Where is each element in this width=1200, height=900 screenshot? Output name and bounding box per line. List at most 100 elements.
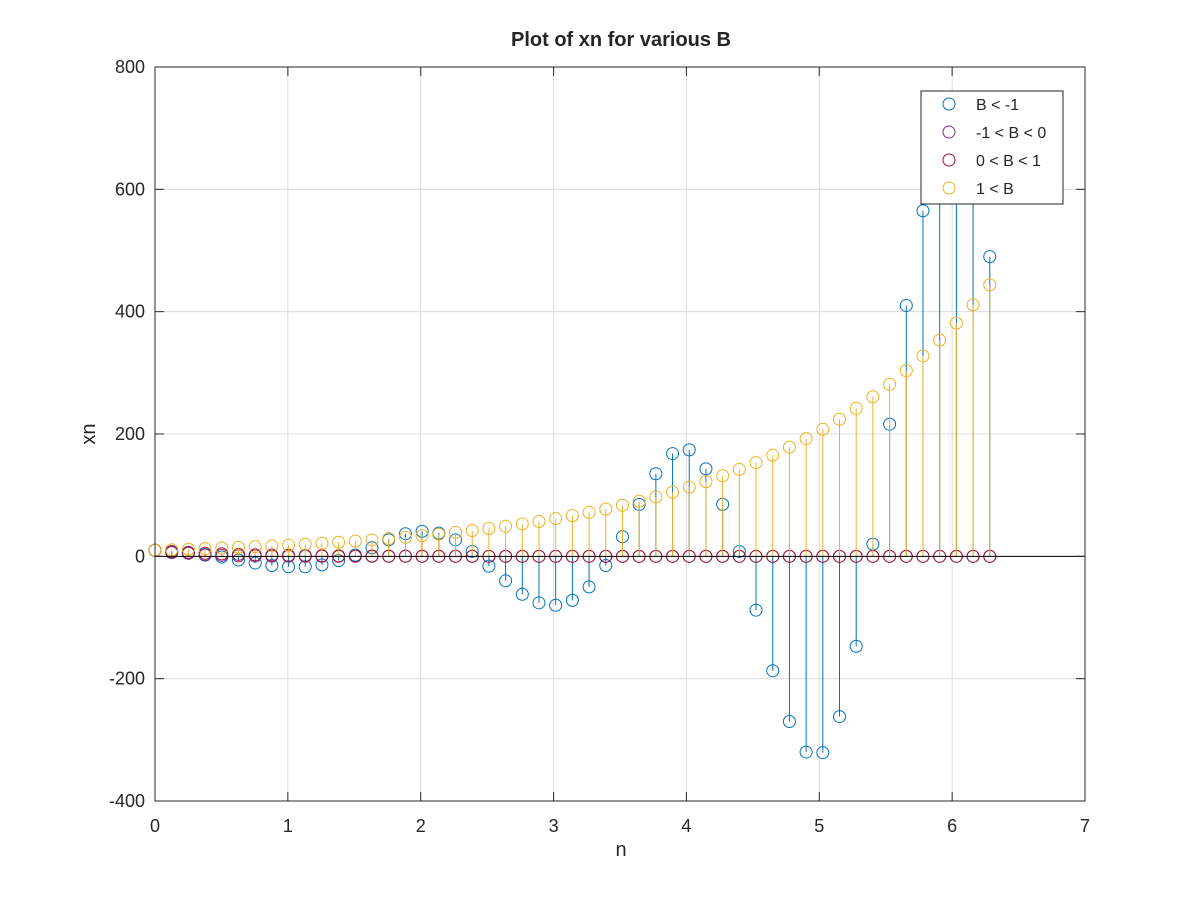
data-point	[298, 537, 312, 551]
data-point	[165, 543, 179, 557]
data-point	[782, 440, 796, 454]
legend-marker	[942, 153, 956, 167]
data-point	[916, 349, 930, 363]
data-point	[699, 475, 713, 489]
data-point	[332, 535, 346, 549]
data-point	[515, 517, 529, 531]
data-point	[716, 469, 730, 483]
data-point	[899, 364, 913, 378]
legend-label: -1 < B < 0	[976, 125, 1046, 142]
data-point	[482, 522, 496, 536]
data-point	[482, 559, 496, 573]
data-point	[198, 546, 212, 560]
data-point	[348, 534, 362, 548]
y-tick-label: 600	[115, 179, 145, 199]
data-point	[649, 490, 663, 504]
data-point	[632, 494, 646, 508]
data-point	[749, 603, 763, 617]
y-tick-label: 400	[115, 302, 145, 322]
data-point	[282, 538, 296, 552]
x-tick-label: 7	[1080, 816, 1090, 836]
x-tick-label: 3	[549, 816, 559, 836]
data-point	[215, 547, 229, 561]
data-point	[666, 485, 680, 499]
data-point	[198, 542, 212, 556]
data-point	[248, 556, 262, 570]
data-point	[799, 745, 813, 759]
legend-marker	[942, 125, 956, 139]
data-point	[532, 596, 546, 610]
x-tick-label: 5	[814, 816, 824, 836]
x-tick-label: 4	[681, 816, 691, 836]
data-point	[799, 432, 813, 446]
data-point	[231, 540, 245, 554]
data-point	[181, 542, 195, 556]
data-point	[181, 545, 195, 559]
data-point	[315, 536, 329, 550]
x-tick-label: 6	[947, 816, 957, 836]
data-point	[899, 299, 913, 313]
x-tick-labels: 0 1 2 3 4 5 6 7	[150, 816, 1090, 836]
data-point	[749, 456, 763, 470]
data-point	[883, 377, 897, 391]
y-tick-label: 200	[115, 424, 145, 444]
data-point	[382, 532, 396, 546]
data-point	[315, 558, 329, 572]
data-point	[849, 639, 863, 653]
data-point	[599, 502, 613, 516]
data-point	[816, 746, 830, 760]
data-point	[966, 298, 980, 312]
data-point	[599, 559, 613, 573]
data-point	[432, 527, 446, 541]
data-point	[699, 462, 713, 476]
data-point	[766, 664, 780, 678]
legend-box	[920, 90, 1064, 205]
data-point	[649, 467, 663, 481]
x-tick-label: 0	[150, 816, 160, 836]
data-point	[866, 390, 880, 404]
y-tick-label: -400	[109, 791, 145, 811]
data-point	[532, 514, 546, 528]
data-point	[365, 533, 379, 547]
data-point	[499, 519, 513, 533]
data-point	[465, 524, 479, 538]
x-axis-title: n	[615, 839, 626, 861]
legend: B < -1 -1 < B < 0 0 < B < 1 1 < B	[920, 90, 1064, 205]
y-axis-title: xn	[78, 423, 100, 444]
data-point	[849, 401, 863, 415]
data-point	[615, 498, 629, 512]
series-3	[148, 278, 997, 557]
data-point	[415, 529, 429, 543]
data-point	[265, 539, 279, 553]
data-point	[666, 447, 680, 461]
data-point	[515, 587, 529, 601]
data-point	[265, 559, 279, 573]
data-point	[449, 525, 463, 539]
data-point	[916, 204, 930, 218]
data-point	[298, 560, 312, 574]
data-point	[582, 580, 596, 594]
tick-marks	[154, 66, 1086, 802]
data-point	[682, 443, 696, 457]
data-point	[983, 278, 997, 292]
y-tick-labels: -400 -200 0 200 400 600 800	[109, 57, 145, 811]
data-point	[949, 316, 963, 330]
data-point	[766, 448, 780, 462]
data-point	[248, 540, 262, 554]
chart-title: Plot of xn for various B	[511, 29, 731, 51]
data-point	[549, 598, 563, 612]
x-tick-label: 1	[283, 816, 293, 836]
data-point	[499, 574, 513, 588]
legend-label: 0 < B < 1	[976, 153, 1041, 170]
data-point	[682, 480, 696, 494]
data-point	[833, 412, 847, 426]
x-tick-label: 2	[416, 816, 426, 836]
data-point	[582, 505, 596, 519]
legend-marker	[942, 97, 956, 111]
data-point	[549, 512, 563, 526]
y-tick-label: 0	[135, 546, 145, 566]
data-point	[933, 333, 947, 347]
data-point	[782, 714, 796, 728]
data-point	[983, 250, 997, 264]
